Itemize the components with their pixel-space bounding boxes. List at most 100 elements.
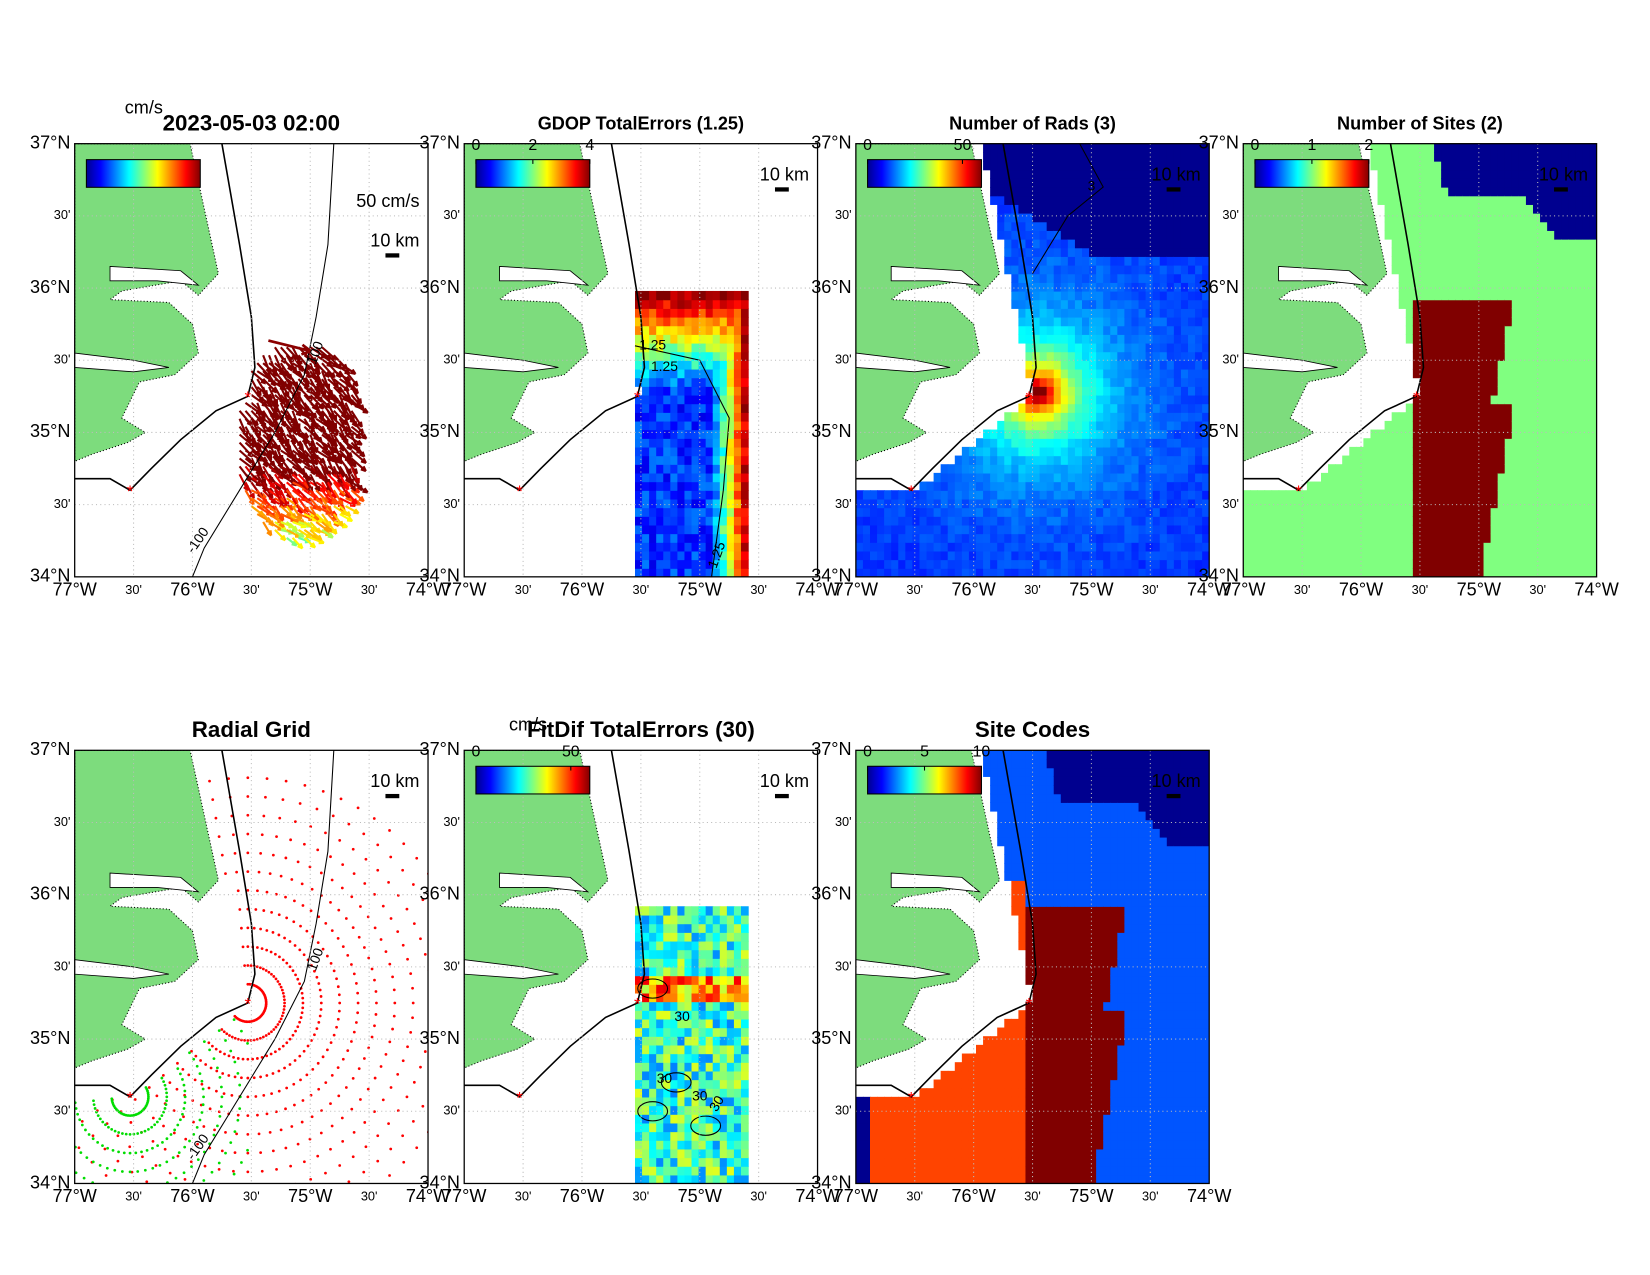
field-cell [670, 386, 679, 396]
radial-grid-point [246, 1132, 250, 1136]
radial-grid-point [356, 991, 360, 995]
field-cell [1145, 438, 1154, 448]
field-cell [919, 559, 928, 569]
field-cell [1159, 282, 1168, 292]
field-cell [1490, 221, 1499, 231]
field-cell [1082, 438, 1090, 448]
field-cell [1060, 438, 1069, 448]
field-cell [1547, 403, 1555, 413]
field-cell [1490, 360, 1499, 370]
field-cell [1405, 256, 1414, 266]
field-cell [712, 498, 721, 509]
field-cell [1419, 420, 1428, 431]
field-cell [1202, 368, 1210, 379]
radial-grid-point [217, 1167, 221, 1171]
field-cell [1180, 394, 1189, 405]
field-cell [1575, 212, 1584, 223]
field-cell [1448, 550, 1456, 561]
field-cell [1462, 334, 1471, 344]
radial-grid-point [276, 980, 280, 983]
field-cell [1561, 308, 1569, 318]
radial-grid-point [321, 1055, 325, 1059]
field-cell [1018, 143, 1027, 153]
field-cell [1462, 169, 1471, 179]
field-cell [1195, 550, 1203, 561]
field-cell [712, 559, 721, 569]
field-cell [649, 429, 657, 439]
field-cell [1384, 446, 1393, 457]
field-cell [1434, 256, 1442, 266]
field-cell [1089, 308, 1097, 318]
field-cell [1419, 464, 1428, 474]
field-cell [740, 559, 749, 569]
radial-grid-point [329, 1102, 332, 1106]
field-cell [968, 464, 977, 474]
field-cell [1074, 550, 1083, 561]
field-cell [1561, 394, 1569, 405]
field-cell [1082, 446, 1090, 457]
radial-grid-point [319, 1001, 323, 1005]
field-cell [1356, 533, 1365, 543]
field-cell [1532, 472, 1541, 483]
field-cell [1448, 464, 1456, 474]
radial-grid-point [236, 1113, 240, 1117]
field-cell [1504, 212, 1513, 223]
lon-label: 75°W [288, 579, 332, 599]
field-cell [1074, 412, 1083, 422]
field-cell [1131, 264, 1140, 275]
field-cell [684, 472, 693, 483]
map-frame [1242, 143, 1598, 578]
field-cell [1363, 455, 1372, 465]
field-cell [1046, 568, 1055, 577]
field-cell [1377, 550, 1386, 561]
field-cell [1188, 524, 1196, 535]
field-cell [1398, 464, 1407, 474]
field-cell [1412, 152, 1421, 162]
albemarle-sound [109, 265, 200, 286]
field-cell [1131, 394, 1140, 405]
field-cell [1589, 360, 1597, 370]
field-cell [1018, 169, 1027, 179]
field-cell [1152, 455, 1161, 465]
field-cell [1469, 394, 1478, 405]
field-cell [1483, 334, 1492, 344]
field-cell [1152, 247, 1161, 257]
field-cell [1554, 290, 1562, 301]
field-cell [1441, 238, 1449, 249]
field-cell [1434, 273, 1442, 283]
field-cell [1554, 152, 1562, 162]
field-cell [1335, 481, 1343, 491]
site-marker: * [516, 482, 523, 501]
field-cell [919, 542, 928, 552]
field-cell [862, 559, 871, 569]
radial-grid-point [252, 926, 256, 930]
field-cell [1096, 308, 1104, 318]
field-cell [1532, 542, 1541, 552]
field-cell [1554, 394, 1562, 405]
field-cell [1391, 429, 1400, 439]
field-cell [1166, 342, 1175, 353]
field-cell [1089, 325, 1097, 335]
field-cell [869, 516, 878, 526]
field-cell [1173, 264, 1182, 275]
field-cell [1053, 542, 1062, 552]
radial-grid-point [240, 926, 243, 930]
field-cell [1067, 204, 1076, 214]
radial-grid-point [381, 1098, 385, 1102]
field-cell [1053, 446, 1062, 457]
field-cell [1067, 507, 1076, 517]
field-cell [1138, 195, 1147, 205]
radial-grid-point [251, 1057, 255, 1061]
field-cell [1547, 212, 1555, 223]
field-cell [1469, 299, 1478, 309]
field-cell [1547, 377, 1555, 387]
field-cell [1356, 498, 1365, 509]
field-cell [1025, 299, 1034, 309]
field-cell [1412, 429, 1421, 439]
field-cell [1046, 282, 1055, 292]
field-cell [1328, 481, 1336, 491]
field-cell [1532, 533, 1541, 543]
radial-grid-point [220, 853, 224, 857]
field-cell [1525, 308, 1534, 318]
field-cell [1103, 290, 1111, 301]
